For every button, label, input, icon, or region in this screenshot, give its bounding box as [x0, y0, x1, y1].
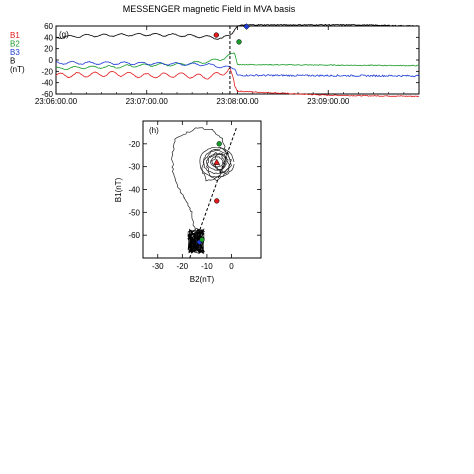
panel-h-y-ticks: -20 -30 -40 -50 -60	[128, 140, 261, 240]
panel-h-x-tick-label: -30	[152, 262, 164, 271]
chart-title: MESSENGER magnetic Field in MVA basis	[123, 4, 296, 14]
panel-h-dashed-line	[189, 127, 237, 259]
panel-g-y-tick-label: -60	[41, 90, 53, 99]
panel-h-hodogram-path	[171, 127, 232, 245]
panel-g-y-tick-label: -40	[41, 79, 53, 88]
panel-g-y-tick-label: 40	[44, 33, 53, 42]
panel-h-xlabel: B2(nT)	[190, 275, 215, 284]
panel-g-y-tick-label: 60	[44, 22, 53, 31]
panel-h-y-tick-label: -30	[128, 163, 140, 172]
panel-h-markers	[196, 141, 222, 246]
series-line-b3	[55, 60, 420, 78]
panel-h-y-tick-label: -40	[128, 186, 140, 195]
panel-g-x-tick-label: 23:08:00.00	[216, 97, 259, 106]
panel-g-x-tick-label: 23:06:00.00	[35, 97, 78, 106]
panel-g-timeseries: MESSENGER magnetic Field in MVA basis (g…	[10, 4, 420, 106]
panel-g-marker	[236, 39, 242, 45]
panel-h-x-tick-label: 0	[229, 262, 234, 271]
panel-g-x-tick-label: 23:07:00.00	[126, 97, 169, 106]
panel-h-y-tick-label: -60	[128, 231, 140, 240]
panel-g-marker	[213, 32, 219, 38]
panel-g-ylabel-line: B	[10, 57, 15, 66]
panel-h-label: (h)	[149, 126, 159, 135]
panel-g-marker	[243, 23, 250, 30]
series-line-b2	[55, 52, 420, 70]
panel-g-ylabel-line: (nT)	[10, 65, 25, 74]
panel-h-marker	[199, 237, 205, 243]
panel-h-marker	[214, 198, 220, 204]
panel-g-markers	[213, 23, 250, 45]
series-line-b	[55, 23, 420, 40]
panel-h-ylabel: B1(nT)	[114, 177, 123, 202]
panel-g-ylabel-line: B2	[10, 40, 20, 49]
panel-h-x-ticks: -30 -20 -10 0	[152, 121, 234, 271]
panel-h-marker	[213, 158, 221, 165]
panel-g-label: (g)	[59, 30, 69, 39]
panel-h-y-tick-label: -20	[128, 140, 140, 149]
panel-h-x-tick-label: -20	[177, 262, 189, 271]
panel-h-loop	[210, 156, 224, 169]
series-line-b1	[55, 67, 420, 98]
panel-g-y-ticks: 60 40 20 0 -20 -40 -60	[41, 22, 419, 99]
panel-g-y-tick-label: 0	[49, 56, 54, 65]
panel-h-x-tick-label: -10	[201, 262, 213, 271]
panel-g-y-tick-label: -20	[41, 67, 53, 76]
panel-h-hodogram: (h) B2(nT) B1(nT) -20-30-40-50-60 -30 -20…	[114, 120, 262, 284]
panel-h-loop	[206, 153, 228, 171]
panel-g-x-ticks: 23:06:00.00 23:07:00.00 23:08:00.00 23:09:0…	[35, 26, 405, 106]
panel-g-series	[55, 23, 420, 98]
panel-g-ylabel-line: B1	[10, 31, 20, 40]
panel-h-marker	[216, 141, 222, 147]
panel-g-x-tick-label: 23:09:00.00	[307, 97, 350, 106]
panel-h-loop	[199, 146, 235, 178]
panel-h-y-tick-label: -50	[128, 208, 140, 217]
panel-h-loop	[203, 149, 231, 175]
panel-g-y-tick-label: 20	[44, 45, 53, 54]
panel-g-ylabel-line: B3	[10, 48, 20, 57]
